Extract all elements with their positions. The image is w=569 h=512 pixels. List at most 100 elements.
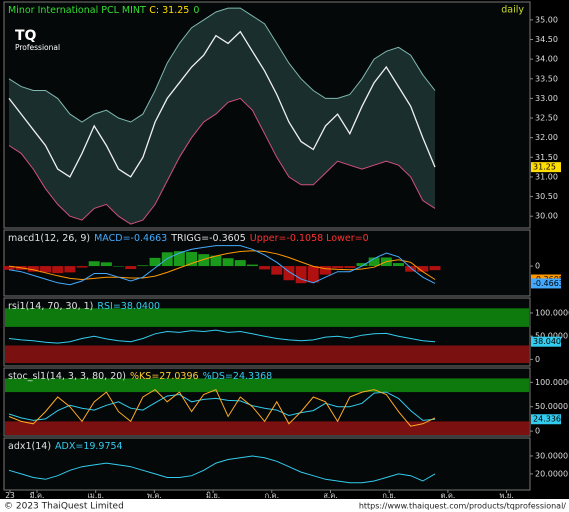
band [5,378,529,393]
histogram-bar [40,266,51,273]
timeframe: daily [501,5,524,16]
histogram-bar [100,262,112,267]
histogram-bar [76,266,88,268]
histogram-bar [356,263,368,267]
x-tick-label: 23 [5,491,15,500]
y-tick-label: 35.00 [535,15,558,24]
histogram-bar [344,266,356,268]
panel-header: Minor International PCL MINT C: 31.25 0 [8,5,199,16]
y-tick-label: 100.0000 [535,308,569,317]
panel-header: rsi1(14, 70, 30, 1) RSI=38.0400 [8,301,160,312]
series-line [8,7,436,123]
header-part: adx1(14) [8,441,51,452]
histogram-bar [246,264,258,267]
last-value-label: 24.3368 [533,415,566,424]
histogram-bar [198,254,210,267]
x-tick-label: ต.ค. [441,491,456,500]
y-tick-label: 0 [535,262,540,271]
series-line [8,250,436,281]
header-part: Upper=-0.1058 Lower=0 [250,233,369,244]
histogram-bar [52,266,64,274]
series-line [8,245,436,286]
y-tick-label: 34.00 [535,55,558,64]
y-tick-label: 50.0000 [535,402,568,411]
last-value-box [531,414,561,425]
histogram-bar [332,266,344,269]
plot-area [4,245,441,286]
header-part: %KS=27.0396 [130,371,199,382]
logo: TQ [15,28,37,44]
header-part: rsi1(14, 70, 30, 1) [8,301,93,312]
last-value-box [531,162,561,173]
series-line [8,388,436,427]
panel-header: macd1(12, 26, 9) MACD=-0.4663 TRIGG=-0.360… [8,233,369,244]
histogram-bar [393,263,404,267]
header-part: macd1(12, 26, 9) [8,233,90,244]
y-tick-label: 0 [535,355,540,364]
x-tick-label: พ.ย. [500,491,514,500]
y-tick-label: 50.0000 [535,332,568,341]
y-tick-label: 32.50 [535,114,558,123]
last-value-label: 38.0400 [533,337,566,346]
histogram-bar [210,255,222,267]
y-tick-label: 33.00 [535,94,558,103]
x-tick-label: พ.ค. [147,491,162,500]
histogram-bar [429,266,441,271]
histogram-bar [4,266,15,270]
footer-left: © 2023 ThaiQuest Limited [4,502,124,512]
histogram-bar [259,266,271,270]
x-tick-label: ก.ค. [265,491,279,500]
plot-area [5,378,529,436]
histogram-bar [368,257,380,267]
x-tick-label: มี.ค. [30,491,45,500]
histogram-bar [125,266,137,270]
y-tick-label: 31.00 [535,172,558,181]
y-tick-label: 32.00 [535,133,558,142]
last-value-box [531,278,561,289]
y-tick-label: 31.50 [535,153,558,162]
band [5,345,529,364]
histogram-bar [149,257,161,267]
histogram-bar [234,260,246,267]
histogram-bar [283,266,295,281]
series-line [8,455,436,484]
panel-frame [3,437,531,491]
band [5,421,529,436]
footer-right: https://www.thaiquest.com/products/tqpro… [359,502,566,511]
panel-header: stoc_sl1(14, 3, 3, 80, 20) %KS=27.0396 %DS… [8,371,272,382]
x-tick-label: ก.ย. [382,491,396,500]
x-tick-label: มิ.ย. [206,491,220,500]
histogram-bar [27,266,39,272]
header-part: Minor International PCL MINT [8,5,146,16]
histogram-bar [113,266,125,267]
series-line [8,391,436,421]
y-tick-label: 30.0000 [535,451,568,460]
band [5,308,529,327]
header-part: TRIGG=-0.3605 [170,233,246,244]
histogram-bar [173,251,185,267]
plot-area [8,455,436,484]
last-value-label: 31.25 [533,163,556,172]
x-tick-label: ส.ค. [323,491,337,500]
histogram-bar [405,266,417,272]
x-tick-label: เม.ย. [87,491,104,500]
y-tick-label: 100.0000 [535,378,569,387]
header-part: C: 31.25 [149,5,189,16]
plot-area [8,7,436,225]
header-part: %DS=24.3368 [203,371,273,382]
series-line [8,97,436,225]
last-value-label: -0.4663 [533,279,564,288]
header-part: MACD=-0.4663 [94,233,167,244]
y-tick-label: 34.50 [535,35,558,44]
histogram-bar [417,266,429,272]
header-part: RSI=38.0400 [97,301,160,312]
histogram-bar [295,266,307,284]
histogram-bar [222,258,234,267]
header-part: ADX=19.9754 [55,441,123,452]
header-part: 0 [193,5,199,16]
series-line [8,329,436,344]
histogram-bar [271,266,283,275]
histogram-bar [88,261,100,267]
histogram-bar [186,251,198,267]
